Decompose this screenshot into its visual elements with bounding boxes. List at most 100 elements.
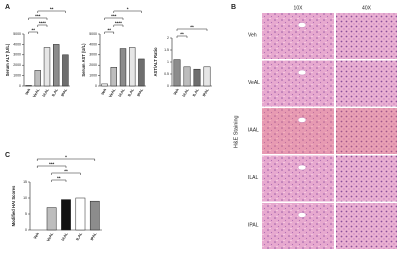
significance-label: *** (35, 13, 41, 18)
y-tick-label: 10 (23, 196, 27, 200)
histology-image (336, 108, 397, 154)
histology-image (336, 13, 397, 59)
y-tick-label: 2000 (13, 63, 21, 67)
y-tick-label: 5000 (89, 32, 97, 36)
histology-image (262, 13, 334, 59)
significance-label: ** (190, 24, 194, 29)
x-tick-label: IPAL (90, 231, 98, 241)
panel-label: B (231, 4, 236, 11)
y-tick-label: 5000 (13, 32, 21, 36)
bar (203, 66, 211, 87)
x-tick-label: IPAL (202, 87, 210, 97)
significance-label: ** (107, 27, 111, 32)
bar (129, 47, 136, 87)
histology-image (336, 203, 397, 249)
histology-image (262, 60, 334, 107)
significance-bracket (176, 35, 188, 38)
significance-label: *** (111, 13, 117, 18)
y-tick-label: 3000 (13, 53, 21, 57)
y-tick-label: 1000 (89, 74, 97, 78)
bar (193, 68, 201, 87)
bar (46, 207, 57, 231)
row-label: IAAL (248, 127, 259, 133)
significance-bracket (51, 179, 67, 182)
y-tick-label: 4000 (89, 42, 97, 46)
panel-label: C (5, 152, 10, 159)
significance-bracket (176, 28, 208, 31)
x-tick-label: Veh (173, 87, 180, 95)
row-label: Veh (248, 32, 257, 38)
y-tick-label: 0 (19, 84, 21, 88)
bar (173, 59, 181, 87)
significance-label: * (127, 6, 129, 11)
x-tick-label: VeAL (108, 87, 117, 98)
x-tick-label: Veh (33, 231, 40, 239)
x-tick-label: ILAL (192, 87, 200, 97)
x-tick-label: IPAL (136, 87, 144, 97)
vessel (297, 212, 307, 218)
y-tick-label: 0 (25, 228, 27, 232)
bar (138, 58, 145, 87)
x-tick-label: ILAL (51, 87, 59, 97)
bar (53, 44, 60, 87)
x-tick-label: VeAL (32, 87, 41, 98)
x-tick-label: ILAL (127, 87, 135, 97)
y-tick-label: 5 (25, 212, 27, 216)
y-tick-label: 1000 (13, 74, 21, 78)
x-tick-label: VeAL (46, 231, 55, 242)
x-tick-label: Veh (100, 87, 107, 95)
histology-grid: 10X 40X H&E Staining Veh VeAL IAAL ILAL IPAL (233, 5, 397, 249)
significance-label: * (65, 154, 67, 159)
bar (61, 199, 71, 231)
bar (43, 47, 51, 87)
y-tick-label: 0 (95, 84, 97, 88)
column-label: 10X (294, 5, 304, 11)
significance-label: ** (50, 6, 54, 11)
y-tick-label: 15 (23, 180, 27, 184)
bar (62, 54, 69, 87)
histology-image (262, 155, 334, 202)
significance-bracket (36, 158, 96, 161)
bar (110, 67, 117, 87)
histology-image (262, 108, 334, 154)
y-axis-title: AST/ALT Ratio (153, 47, 158, 76)
y-tick-label: 1 (167, 60, 169, 64)
row-label: VeAL (248, 80, 260, 86)
vessel (297, 69, 307, 76)
histology-image (336, 155, 397, 202)
significance-label: ** (180, 31, 184, 36)
bar (101, 83, 108, 87)
row-label: IPAL (248, 222, 259, 228)
y-tick-label: 1.5 (164, 48, 169, 52)
y-axis-title: Serum AST (U/L) (81, 43, 86, 77)
y-tick-label: 0.5 (164, 72, 169, 76)
x-tick-label: IAAL (61, 231, 69, 241)
significance-bracket (104, 31, 115, 34)
bar (183, 66, 191, 87)
significance-label: ** (31, 27, 35, 32)
x-tick-label: Veh (24, 87, 31, 95)
vessel (297, 22, 307, 28)
bar (25, 85, 32, 87)
significance-bracket (113, 10, 142, 13)
histology-overlay (336, 108, 397, 154)
y-tick-label: 0 (167, 84, 169, 88)
significance-bracket (28, 31, 39, 34)
significance-bracket (28, 17, 48, 20)
significance-bracket (104, 17, 124, 20)
y-tick-label: 2000 (89, 63, 97, 67)
x-tick-label: IAAL (182, 87, 190, 97)
significance-bracket (36, 165, 67, 168)
bar (119, 48, 127, 87)
x-tick-label: ILAL (75, 231, 83, 241)
significance-bracket (37, 10, 66, 13)
y-axis-title: Modified HAI Scores (11, 185, 16, 226)
significance-bracket (37, 24, 48, 27)
significance-bracket (113, 24, 124, 27)
histology-image (336, 60, 397, 107)
y-tick-label: 4000 (13, 42, 21, 46)
bar (89, 200, 100, 231)
